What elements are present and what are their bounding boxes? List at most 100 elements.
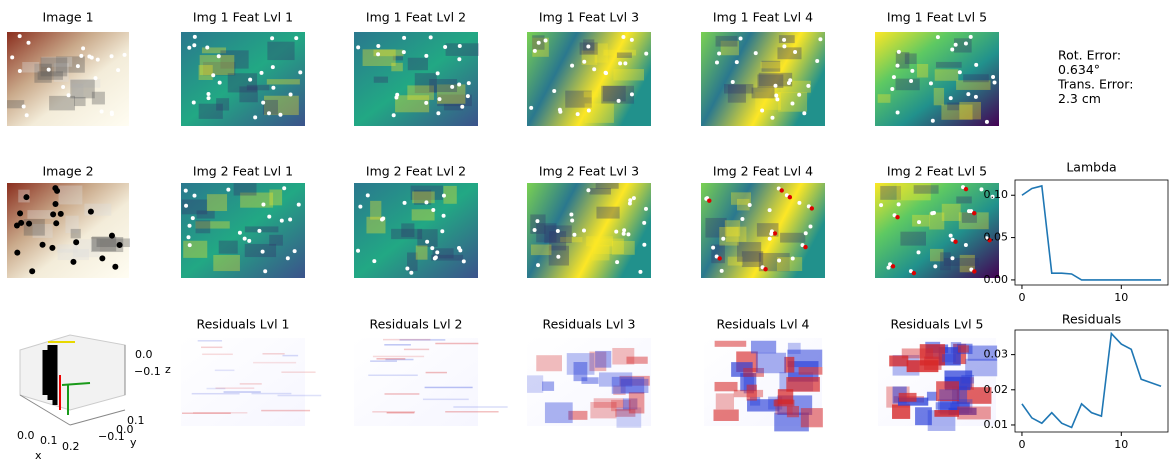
keypoint: [117, 242, 123, 248]
panel-title: Image 1: [42, 10, 93, 25]
image-patch: [199, 104, 223, 119]
axis-label: y: [130, 436, 137, 449]
residual-patch: [282, 355, 298, 357]
residual-patch: [202, 354, 233, 356]
keypoint: [974, 63, 978, 67]
keypoint: [271, 65, 275, 69]
keypoint: [356, 45, 360, 49]
keypoint: [184, 204, 188, 208]
image-patch: [737, 199, 750, 211]
keypoint: [425, 240, 429, 244]
keypoint: [450, 85, 454, 89]
image-patch: [245, 244, 276, 257]
keypoint: [381, 217, 385, 221]
residual-patch: [383, 339, 430, 341]
image-patch: [183, 241, 207, 258]
image-patch: [38, 71, 63, 79]
image-patch: [412, 209, 435, 220]
keypoint: [644, 207, 648, 211]
keypoint-reprojected: [891, 264, 895, 268]
keypoint: [110, 112, 114, 116]
image-patch: [596, 207, 619, 219]
keypoint: [804, 231, 808, 235]
keypoint: [81, 46, 85, 50]
residual-patch: [536, 355, 562, 371]
keypoint: [248, 78, 252, 82]
keypoint: [460, 105, 464, 109]
keypoint: [96, 58, 100, 62]
error-text: 2.3 cm: [1058, 91, 1101, 106]
image-patch: [58, 249, 89, 260]
keypoint: [788, 78, 792, 82]
keypoint: [622, 232, 626, 236]
residual-patch: [629, 392, 645, 413]
keypoint: [14, 223, 20, 229]
keypoint: [617, 99, 621, 103]
keypoint: [777, 259, 781, 263]
tick-label: −0.1: [98, 430, 125, 443]
panel-title: Residuals Lvl 5: [890, 317, 983, 332]
keypoint: [896, 110, 900, 114]
image-patch: [416, 246, 428, 260]
keypoint: [630, 92, 634, 96]
residual-patch: [384, 393, 419, 395]
keypoint: [424, 54, 428, 58]
keypoint: [556, 229, 560, 233]
keypoint: [424, 200, 428, 204]
keypoint: [457, 57, 461, 61]
keypoint: [270, 36, 274, 40]
tick-label: 0.2: [62, 440, 80, 453]
keypoint: [917, 220, 921, 224]
keypoint: [896, 64, 900, 68]
keypoint: [533, 49, 537, 53]
residual-patch: [373, 356, 424, 358]
keypoint: [207, 96, 211, 100]
x-tick-label: 0: [1018, 291, 1025, 304]
axes-frame: [1015, 180, 1168, 285]
panel-title: Img 2 Feat Lvl 5: [887, 164, 987, 179]
image-patch: [585, 103, 614, 122]
image-patch: [613, 69, 644, 80]
residual-patch: [376, 358, 405, 360]
keypoint: [76, 64, 80, 68]
keypoint: [622, 228, 626, 232]
image-patch: [219, 241, 238, 254]
residual-patch: [384, 344, 411, 346]
keypoint: [558, 110, 562, 114]
keypoint: [782, 44, 786, 48]
residual-image: [354, 338, 478, 426]
residual-patch: [404, 349, 429, 351]
keypoint: [88, 209, 94, 215]
keypoint: [280, 219, 284, 223]
residual-patch: [368, 375, 418, 377]
residual-patch: [253, 362, 296, 364]
keypoint: [614, 230, 618, 234]
keypoint: [218, 81, 222, 85]
image-patch: [199, 65, 213, 80]
keypoint: [587, 109, 591, 113]
keypoint-reprojected: [780, 188, 784, 192]
image-patch: [374, 77, 388, 83]
residual-patch: [370, 360, 397, 362]
keypoint: [25, 113, 29, 117]
keypoint: [193, 35, 197, 39]
panel-title: Residuals Lvl 1: [196, 317, 289, 332]
keypoint: [537, 41, 541, 45]
pane: [20, 335, 125, 410]
keypoint: [592, 67, 596, 71]
panel-title: Img 1 Feat Lvl 3: [539, 10, 639, 25]
keypoint: [376, 44, 380, 48]
keypoint: [586, 188, 590, 192]
keypoint: [67, 93, 71, 97]
keypoint: [436, 71, 440, 75]
keypoint: [768, 208, 772, 212]
image-patch: [914, 185, 939, 194]
keypoint: [217, 54, 221, 58]
keypoint: [458, 44, 462, 48]
residual-patch: [425, 387, 473, 389]
keypoint: [100, 109, 104, 113]
keypoint: [760, 109, 764, 113]
keypoint: [909, 79, 913, 83]
image-patch: [912, 215, 930, 227]
keypoint: [536, 263, 540, 267]
